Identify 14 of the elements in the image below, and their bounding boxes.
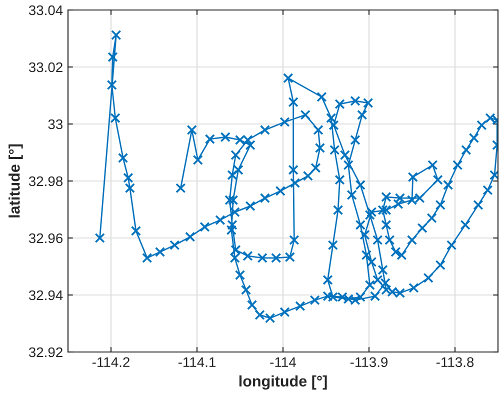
y-tick-label: 32.96 — [28, 233, 63, 244]
x-tick-label: -113.9 — [350, 357, 388, 368]
x-tick-label: -114 — [270, 357, 296, 367]
x-tick-label: -114.1 — [178, 357, 216, 367]
y-tick-label: 32.98 — [28, 176, 63, 186]
y-axis-title: latitude [°] — [8, 144, 23, 218]
y-tick-label: 33 — [48, 119, 63, 130]
x-tick-label: -113.8 — [436, 357, 474, 368]
x-tick-label: -114.2 — [92, 357, 130, 367]
y-tick-label: 33.04 — [28, 5, 63, 16]
y-tick-label: 32.94 — [28, 290, 63, 300]
x-axis-title: longitude [°] — [239, 375, 327, 390]
y-tick-label: 32.92 — [28, 347, 62, 358]
y-tick-label: 33.02 — [28, 62, 62, 72]
